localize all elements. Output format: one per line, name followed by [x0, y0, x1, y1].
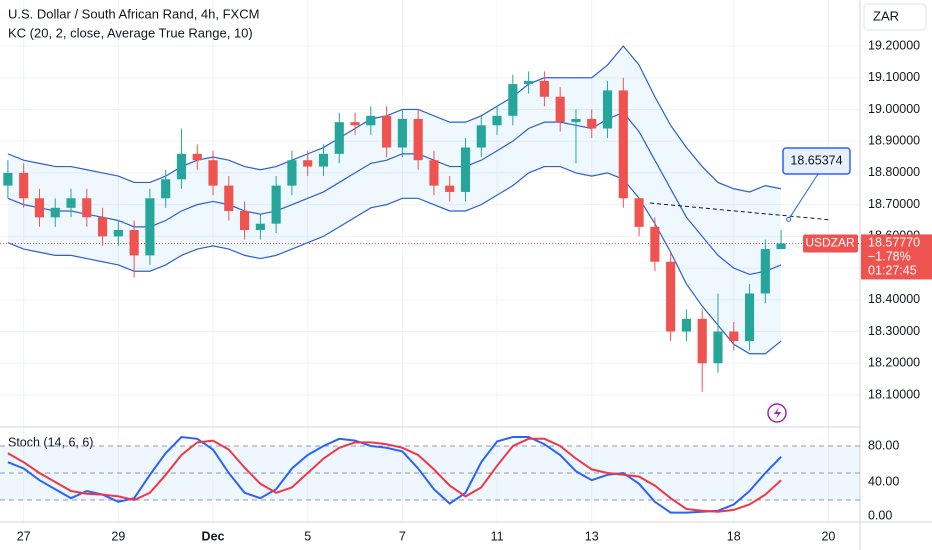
y-tick-label: 18.90000	[868, 133, 920, 147]
candle-body	[492, 115, 502, 126]
x-tick-label: Dec	[202, 529, 225, 543]
candle-body	[129, 230, 139, 256]
trendline	[650, 202, 831, 221]
candle-body	[713, 331, 723, 364]
price-tag-value: 18.57770	[868, 236, 920, 250]
y-tick-label: 18.40000	[868, 292, 920, 306]
y-tick-label: 18.80000	[868, 165, 920, 179]
x-tick-label: 13	[585, 529, 599, 543]
chart-title: U.S. Dollar / South African Rand, 4h, FX…	[8, 6, 259, 21]
candle-body	[476, 125, 486, 148]
candle-body	[287, 160, 297, 186]
candle-body	[240, 210, 250, 231]
y-tick-label: 18.70000	[868, 197, 920, 211]
candle-body	[729, 331, 739, 342]
candle-body	[82, 198, 92, 218]
candle-body	[161, 179, 171, 199]
candle-body	[382, 115, 392, 148]
candle-body	[34, 198, 45, 218]
candle-body	[97, 217, 108, 237]
stoch-tick-label: 80.00	[868, 438, 899, 452]
candle-body	[19, 172, 29, 199]
candle-body	[555, 96, 565, 123]
candle-body	[602, 90, 613, 129]
candle-body	[539, 80, 549, 97]
candle-body	[397, 118, 407, 148]
stoch-line	[7, 435, 782, 514]
symbol-tag-label: USDZAR	[805, 236, 855, 250]
x-tick-label: 29	[111, 529, 125, 543]
price-tag-countdown: 01:27:45	[868, 264, 917, 278]
candle-body	[176, 153, 187, 180]
candle-body	[571, 118, 581, 123]
candle-body	[776, 243, 786, 250]
callout-label: 18.65374	[790, 153, 842, 167]
candle-body	[255, 223, 265, 231]
stoch-tick-label: 40.00	[868, 474, 899, 488]
candle-body	[744, 293, 755, 342]
alert-icon-bolt	[774, 407, 781, 419]
callout-pointer	[788, 173, 819, 220]
callout-anchor	[786, 216, 792, 222]
candle-body	[224, 185, 234, 211]
candle-body	[460, 147, 471, 192]
y-tick-label: 19.20000	[868, 38, 920, 52]
x-tick-label: 20	[821, 529, 835, 543]
candle-body	[681, 318, 691, 332]
y-tick-label: 19.00000	[868, 102, 920, 116]
candle-body	[3, 172, 13, 186]
candle-body	[318, 153, 329, 167]
candle-body	[760, 249, 770, 294]
candle-body	[413, 118, 423, 161]
candle-body	[366, 115, 376, 126]
candle-body	[208, 160, 218, 186]
candle-body	[192, 153, 202, 161]
candle-body	[145, 198, 155, 256]
price-tag-change: −1.78%	[868, 250, 911, 264]
candle-body	[634, 198, 644, 227]
candle-body	[445, 185, 455, 192]
x-tick-label: 7	[399, 529, 406, 543]
candle-body	[508, 84, 518, 116]
stoch-line	[7, 437, 782, 513]
currency-button[interactable]	[863, 3, 927, 31]
price-tag	[861, 234, 932, 280]
callout-box	[782, 147, 851, 175]
candle-body	[66, 198, 76, 208]
overlay-label: KC (20, 2, close, Average True Range, 10…	[8, 25, 253, 40]
candle-body	[618, 90, 628, 199]
candle-body	[697, 318, 707, 364]
kc-upper	[7, 45, 782, 193]
candle-body	[666, 261, 676, 332]
candle-body	[524, 80, 534, 85]
alert-icon[interactable]	[767, 403, 787, 423]
candle-body	[50, 207, 60, 218]
y-tick-label: 19.10000	[868, 70, 920, 84]
stoch-tick-label: 0.00	[868, 508, 892, 522]
y-tick-label: 18.20000	[868, 356, 920, 370]
stoch-band	[0, 446, 860, 500]
candle-body	[303, 160, 313, 167]
kc-lower	[7, 165, 782, 355]
y-tick-label: 18.30000	[868, 324, 920, 338]
x-tick-label: 27	[17, 529, 31, 543]
candle-body	[271, 185, 281, 224]
kc-middle	[7, 111, 782, 276]
candle-body	[587, 118, 597, 129]
symbol-tag	[803, 234, 858, 253]
candle-body	[350, 122, 360, 126]
x-tick-label: 5	[304, 529, 311, 543]
x-tick-label: 18	[727, 529, 741, 543]
x-tick-label: 11	[491, 529, 504, 543]
y-tick-label: 18.10000	[868, 387, 920, 401]
currency[interactable]: ZAR	[873, 8, 899, 23]
candle-body	[429, 160, 439, 186]
candle-body	[113, 230, 123, 237]
candle-body	[334, 122, 344, 154]
candle-body	[650, 226, 660, 262]
